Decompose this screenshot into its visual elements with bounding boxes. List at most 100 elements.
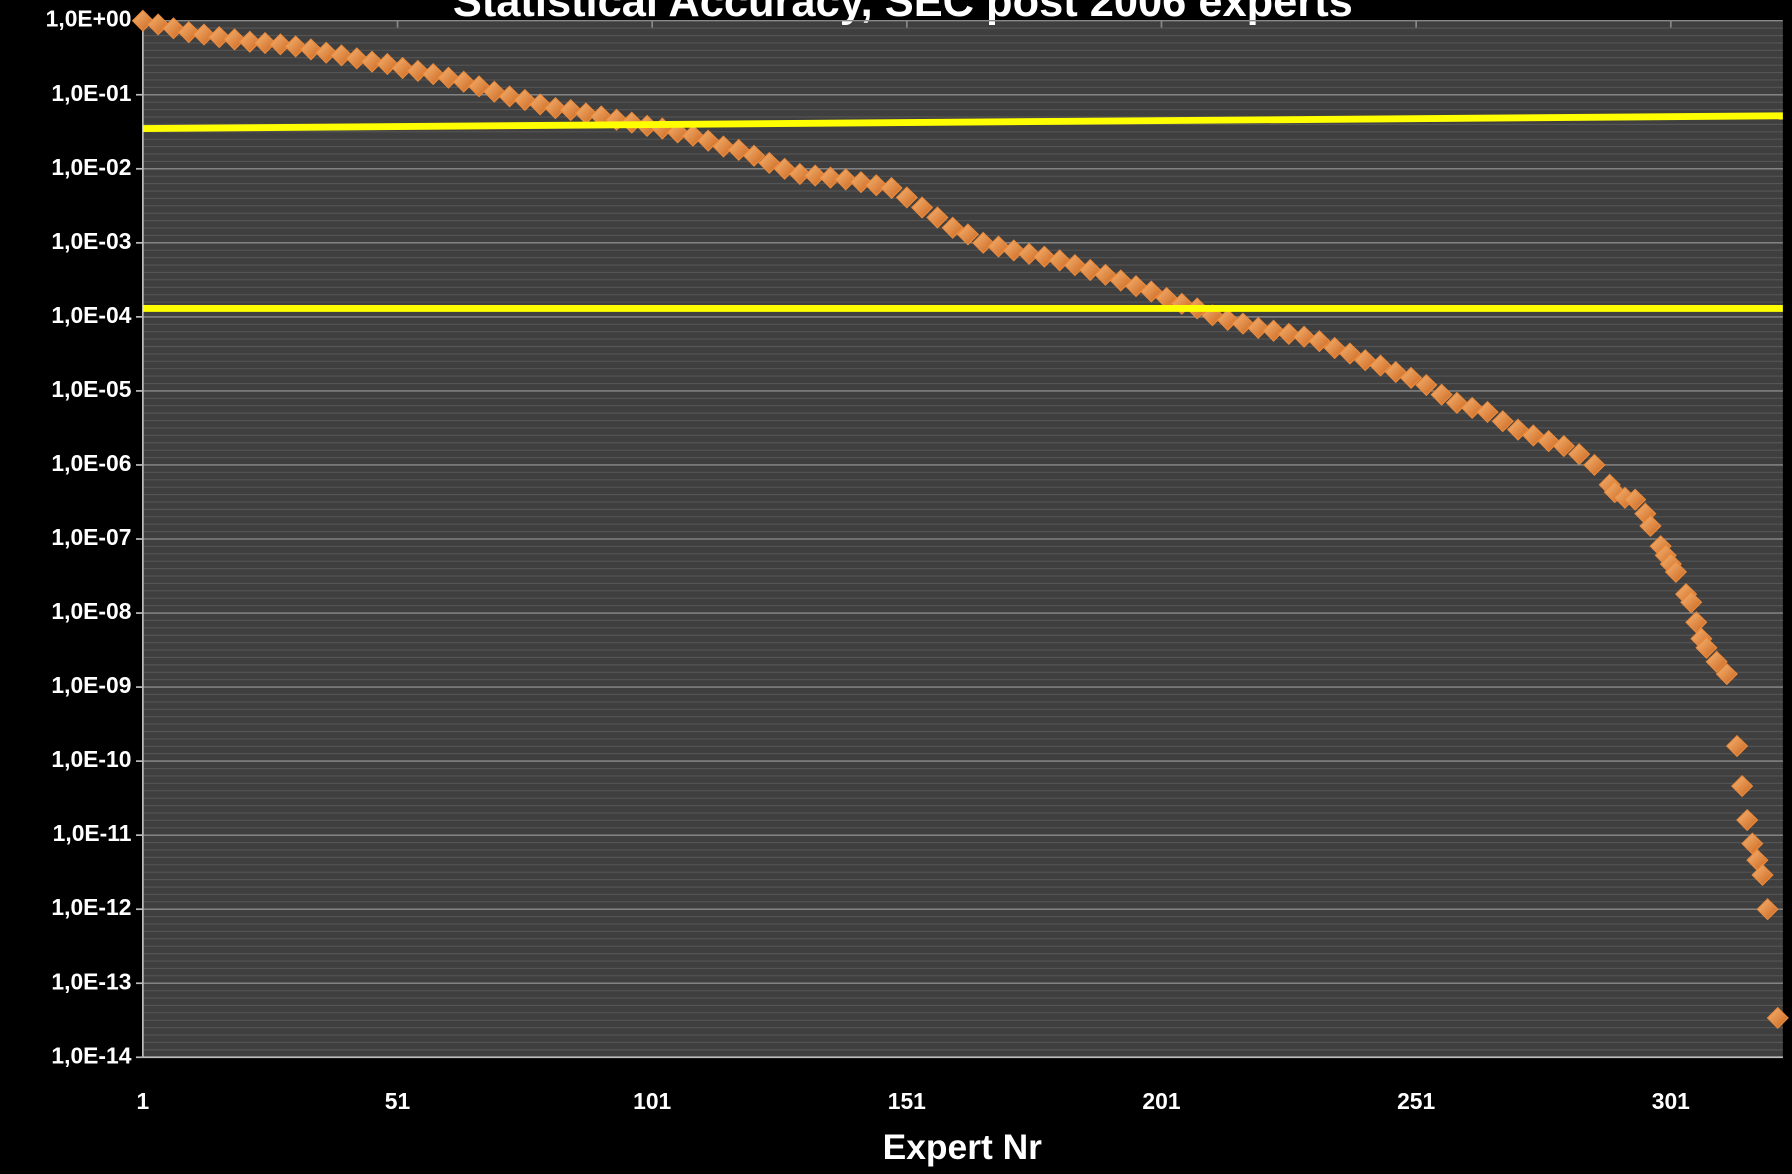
point (422, 63, 445, 86)
point (1033, 245, 1056, 268)
point (1415, 373, 1438, 397)
point (804, 164, 827, 187)
point (1002, 239, 1025, 262)
point (1430, 383, 1453, 406)
point (498, 85, 521, 108)
y-tick-label: 1,0E-07 (51, 524, 131, 550)
point (849, 171, 873, 194)
point (1491, 410, 1514, 433)
point (1216, 308, 1239, 332)
y-tick-label: 1,0E-09 (51, 672, 131, 698)
y-tick-label: 1,0E-02 (51, 154, 131, 180)
point (1552, 434, 1575, 458)
point (269, 33, 292, 56)
point (437, 66, 460, 89)
reference-line (142, 112, 1783, 132)
point (865, 174, 888, 197)
point (1476, 400, 1499, 424)
point (529, 93, 552, 116)
point (788, 162, 811, 186)
point (1624, 488, 1647, 511)
point (742, 144, 766, 167)
point (1140, 280, 1163, 303)
point (834, 168, 857, 191)
y-tick-label: 1,0E-05 (51, 376, 131, 402)
x-tick-label: 51 (385, 1088, 411, 1114)
point (1736, 808, 1759, 832)
point (1338, 342, 1362, 365)
point (926, 206, 949, 229)
point (330, 44, 353, 67)
point (208, 26, 231, 49)
point (1568, 443, 1591, 466)
point (315, 41, 338, 64)
point (406, 59, 429, 82)
point (1680, 591, 1703, 614)
y-tick-label: 1,0E-12 (51, 894, 131, 920)
point (238, 30, 261, 53)
point (1756, 898, 1779, 921)
point (956, 223, 980, 246)
y-tick-label: 1,0E-08 (51, 598, 131, 624)
point (1715, 662, 1738, 686)
x-tick-label: 101 (633, 1088, 671, 1114)
point (1399, 366, 1423, 389)
y-tick-label: 1,0E-03 (51, 228, 131, 254)
point (1695, 636, 1718, 659)
x-axis-label: Expert Nr (883, 1127, 1043, 1167)
y-tick-label: 1,0E-11 (53, 820, 132, 846)
y-tick-label: 1,0E-10 (51, 746, 131, 772)
y-tick-label: 1,0E-04 (51, 302, 131, 328)
point (712, 135, 735, 158)
point (1725, 734, 1749, 758)
point (299, 38, 323, 61)
x-tick-label: 251 (1397, 1088, 1435, 1114)
minor-grid (142, 27, 1783, 1051)
point (1731, 774, 1754, 798)
point (391, 56, 414, 80)
point (1262, 319, 1285, 342)
chart-title: Statistical Accuracy, SEC post 2006 expe… (453, 0, 1353, 26)
point (559, 99, 582, 122)
point (1766, 1006, 1789, 1030)
point (1751, 863, 1774, 887)
point (1664, 560, 1687, 583)
point (1277, 322, 1300, 345)
point (880, 176, 903, 200)
point (1369, 354, 1392, 377)
point (1308, 330, 1331, 353)
point (972, 231, 995, 254)
y-tick-label: 1,0E-13 (51, 968, 131, 994)
point (1685, 611, 1708, 634)
y-tick-label: 1,0E-01 (51, 80, 131, 106)
point (284, 35, 307, 58)
y-tick-label: 1,0E-06 (51, 450, 131, 476)
point (253, 31, 277, 55)
point (162, 17, 185, 40)
x-tick-label: 301 (1652, 1088, 1690, 1114)
point (376, 52, 399, 76)
y-tick-label: 1,0E-14 (51, 1042, 131, 1068)
point (192, 23, 216, 46)
point (1017, 242, 1041, 265)
point (1639, 514, 1662, 538)
point (895, 186, 918, 209)
point (544, 97, 567, 120)
point (360, 50, 384, 73)
x-tick-label: 151 (888, 1088, 926, 1114)
point (345, 47, 368, 70)
point (697, 129, 720, 152)
point (223, 28, 246, 51)
point (1741, 832, 1764, 855)
point (131, 9, 154, 32)
point (819, 166, 842, 189)
y-tick-label: 1,0E+00 (46, 6, 132, 32)
point (147, 13, 170, 36)
x-tick-label: 201 (1142, 1088, 1180, 1114)
point (1461, 396, 1484, 419)
x-tick-label: 1 (136, 1088, 149, 1114)
point (911, 196, 934, 219)
point (1705, 650, 1728, 673)
point (177, 21, 200, 44)
